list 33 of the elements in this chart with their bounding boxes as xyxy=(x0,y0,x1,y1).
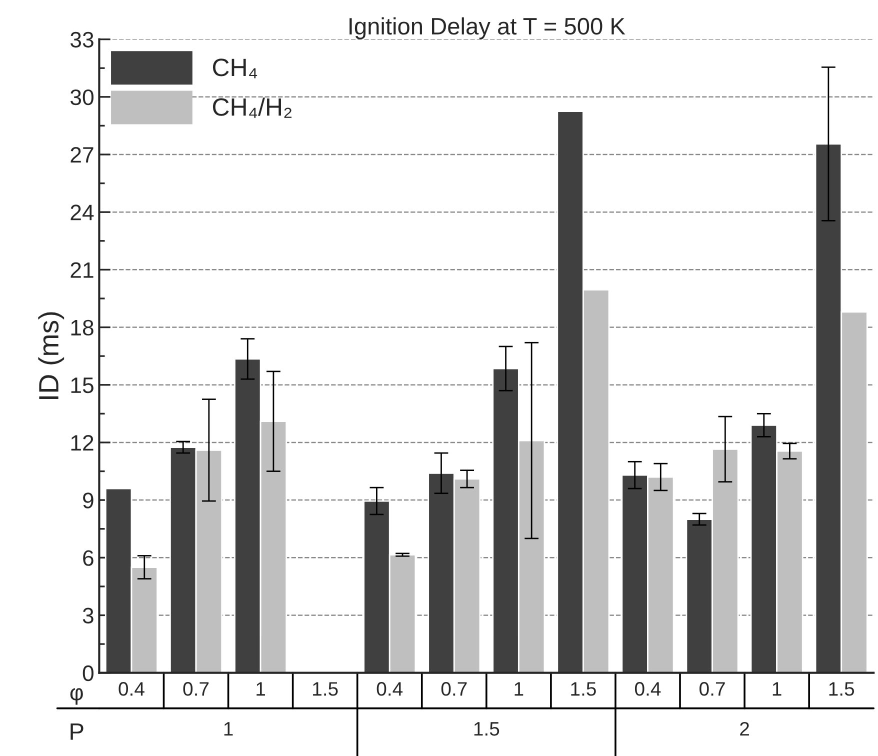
x-tick-label: 1.5 xyxy=(313,682,338,696)
y-tick-label: 18 xyxy=(71,320,94,336)
legend-label: CH₄/H₂ xyxy=(212,98,292,118)
x-tick-label: 0.4 xyxy=(118,682,144,696)
text: P xyxy=(70,724,84,740)
x-tick-label: 1 xyxy=(256,682,266,696)
text: 2 xyxy=(740,722,749,736)
x-tick-label: 0.4 xyxy=(376,682,403,696)
y-tick-label: 21 xyxy=(70,262,94,278)
x-tick-label: 1 xyxy=(514,682,524,696)
y-tick-label: 3 xyxy=(82,608,94,624)
x-tick-label: 1.5 xyxy=(571,682,596,696)
y-tick-label: 30 xyxy=(70,89,94,106)
x-tick-label: 1 xyxy=(772,682,782,696)
y-tick-label: 0 xyxy=(82,665,94,682)
y-tick-label: 33 xyxy=(70,32,94,48)
y-axis-title: ID (ms) xyxy=(38,312,64,400)
x-tick-label: 0.4 xyxy=(634,682,661,696)
x-tick-label: 0.7 xyxy=(183,682,209,696)
y-tick-label: 9 xyxy=(83,492,94,508)
text: 1 xyxy=(224,722,233,736)
y-tick-label: 12 xyxy=(71,435,94,451)
text: φ xyxy=(70,688,83,705)
legend-label: CH₄ xyxy=(212,58,258,78)
y-tick-label: 27 xyxy=(70,147,94,163)
y-tick-label: 6 xyxy=(83,550,94,566)
x-tick-label: 0.7 xyxy=(700,682,725,696)
x-tick-label: 1.5 xyxy=(829,682,854,696)
y-tick-label: 24 xyxy=(70,204,94,220)
x-tick-label: 0.7 xyxy=(441,682,467,696)
y-tick-label: 15 xyxy=(71,378,94,394)
chart-title: Ignition Delay at T = 500 K xyxy=(350,17,626,40)
text: 1.5 xyxy=(474,722,500,736)
